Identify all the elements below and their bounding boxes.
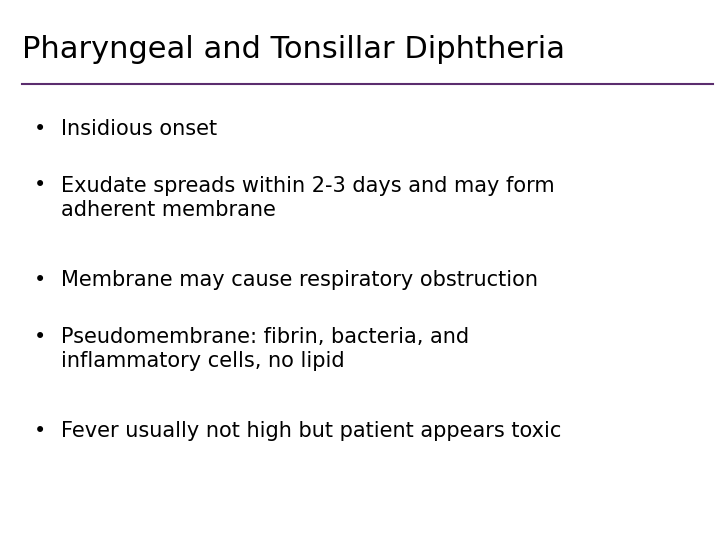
Text: Membrane may cause respiratory obstruction: Membrane may cause respiratory obstructi… [61,270,539,290]
Text: •: • [33,421,46,441]
Text: •: • [33,176,46,195]
Text: •: • [33,119,46,139]
Text: Pseudomembrane: fibrin, bacteria, and
inflammatory cells, no lipid: Pseudomembrane: fibrin, bacteria, and in… [61,327,469,370]
Text: •: • [33,270,46,290]
Text: Fever usually not high but patient appears toxic: Fever usually not high but patient appea… [61,421,562,441]
Text: Pharyngeal and Tonsillar Diphtheria: Pharyngeal and Tonsillar Diphtheria [22,35,564,64]
Text: •: • [33,327,46,347]
Text: Exudate spreads within 2-3 days and may form
adherent membrane: Exudate spreads within 2-3 days and may … [61,176,555,219]
Text: Insidious onset: Insidious onset [61,119,217,139]
